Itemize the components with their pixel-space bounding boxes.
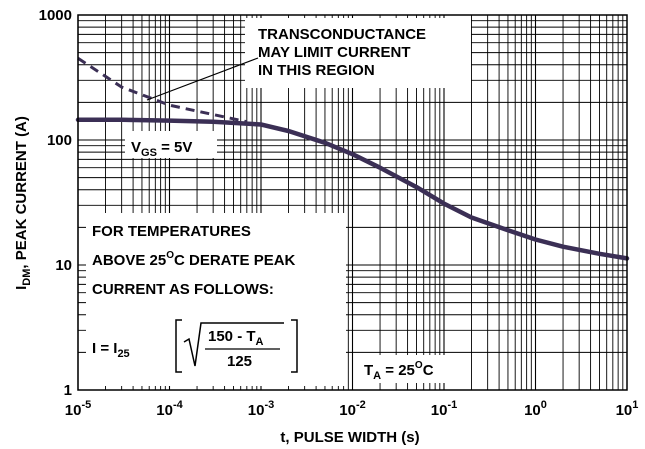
transconductance-line-3: IN THIS REGION (258, 62, 375, 79)
peak-current-line (75, 117, 630, 261)
x-tick-label: 100 (524, 399, 547, 419)
x-tick-label: 10-4 (156, 399, 183, 419)
y-axis-title: IDM, PEAK CURRENT (A) (13, 116, 33, 290)
transconductance-annotation: TRANSCONDUCTANCE MAY LIMIT CURRENT IN TH… (146, 18, 471, 101)
x-tick-label: 101 (616, 399, 639, 419)
formula-denominator: 125 (227, 353, 252, 370)
derate-annotation: FOR TEMPERATURES ABOVE 25OC DERATE PEAK … (86, 213, 346, 386)
y-tick-label: 1 (64, 382, 72, 399)
vgs-box (125, 131, 217, 158)
ta-annotation: TA = 25OC (358, 355, 458, 383)
x-tick-label: 10-2 (339, 399, 365, 419)
x-tick-label: 10-1 (431, 399, 457, 419)
formula-right-bracket (291, 319, 298, 373)
y-tick-label: 1000 (39, 7, 72, 24)
x-tick-label: 10-5 (65, 399, 91, 419)
derate-line-1: FOR TEMPERATURES (92, 223, 251, 240)
ta-label: TA = 25OC (364, 360, 434, 382)
transconductance-line-1: TRANSCONDUCTANCE (258, 26, 426, 43)
formula-lhs: I = I25 (92, 340, 130, 360)
y-tick-label: 10 (55, 257, 72, 274)
derate-line-2: ABOVE 25OC DERATE PEAK (92, 250, 296, 269)
formula-radical (183, 322, 284, 367)
transconductance-box (245, 18, 471, 88)
derate-line-3: CURRENT AS FOLLOWS: (92, 281, 274, 298)
tick-labels: 10-5 10-4 10-3 10-2 10-1 100 101 1 10 100 1000 (39, 7, 639, 419)
x-tick-label: 10-3 (248, 399, 274, 419)
derate-box (86, 213, 346, 386)
series-layer (75, 57, 630, 261)
formula-numerator: 150 - TA (208, 328, 264, 348)
formula-left-bracket (175, 319, 182, 373)
x-axis-title: t, PULSE WIDTH (s) (280, 429, 419, 446)
transconductance-limit-line (77, 57, 248, 124)
ta-box (358, 355, 458, 383)
plot-frame (77, 14, 628, 391)
transconductance-line-2: MAY LIMIT CURRENT (258, 44, 411, 61)
vgs-annotation: VGS = 5V (125, 131, 217, 159)
y-tick-label: 100 (47, 132, 72, 149)
vgs-label: VGS = 5V (131, 139, 192, 159)
transconductance-arrow (146, 57, 259, 101)
